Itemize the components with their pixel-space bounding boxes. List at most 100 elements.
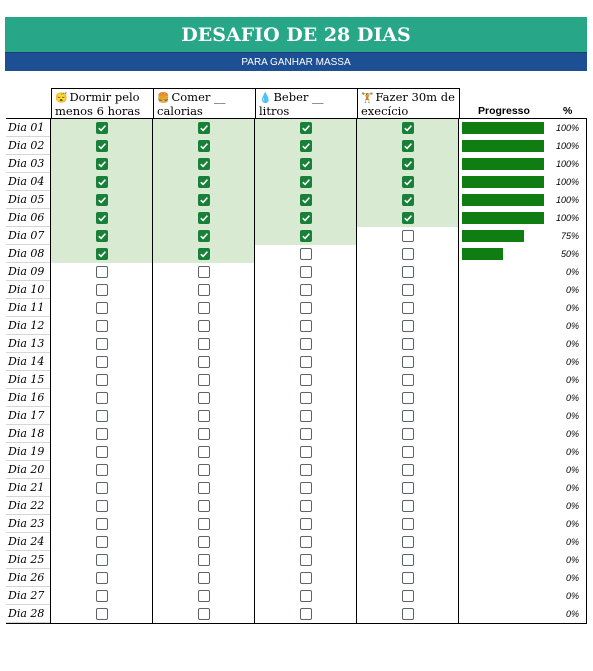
checkbox-unchecked[interactable] <box>198 464 210 476</box>
checkbox-checked[interactable] <box>96 140 108 152</box>
checkbox-checked[interactable] <box>198 122 210 134</box>
checkbox-unchecked[interactable] <box>300 302 312 314</box>
checkbox-unchecked[interactable] <box>402 392 414 404</box>
checkbox-unchecked[interactable] <box>402 230 414 242</box>
checkbox-unchecked[interactable] <box>300 356 312 368</box>
checkbox-unchecked[interactable] <box>96 500 108 512</box>
checkbox-unchecked[interactable] <box>300 518 312 530</box>
checkbox-unchecked[interactable] <box>402 266 414 278</box>
checkbox-unchecked[interactable] <box>300 320 312 332</box>
checkbox-unchecked[interactable] <box>198 518 210 530</box>
checkbox-unchecked[interactable] <box>198 302 210 314</box>
checkbox-checked[interactable] <box>300 230 312 242</box>
checkbox-checked[interactable] <box>402 212 414 224</box>
checkbox-unchecked[interactable] <box>402 572 414 584</box>
checkbox-unchecked[interactable] <box>402 554 414 566</box>
checkbox-unchecked[interactable] <box>198 428 210 440</box>
checkbox-checked[interactable] <box>198 140 210 152</box>
checkbox-unchecked[interactable] <box>96 518 108 530</box>
checkbox-unchecked[interactable] <box>402 590 414 602</box>
checkbox-checked[interactable] <box>402 176 414 188</box>
checkbox-unchecked[interactable] <box>402 302 414 314</box>
checkbox-unchecked[interactable] <box>198 266 210 278</box>
checkbox-unchecked[interactable] <box>96 410 108 422</box>
checkbox-unchecked[interactable] <box>198 554 210 566</box>
checkbox-unchecked[interactable] <box>300 338 312 350</box>
checkbox-checked[interactable] <box>198 248 210 260</box>
checkbox-unchecked[interactable] <box>96 608 108 620</box>
checkbox-unchecked[interactable] <box>402 356 414 368</box>
checkbox-unchecked[interactable] <box>402 518 414 530</box>
checkbox-unchecked[interactable] <box>402 500 414 512</box>
checkbox-unchecked[interactable] <box>198 482 210 494</box>
checkbox-unchecked[interactable] <box>300 410 312 422</box>
checkbox-unchecked[interactable] <box>96 446 108 458</box>
checkbox-checked[interactable] <box>300 176 312 188</box>
checkbox-checked[interactable] <box>96 248 108 260</box>
checkbox-unchecked[interactable] <box>402 608 414 620</box>
checkbox-unchecked[interactable] <box>402 410 414 422</box>
checkbox-unchecked[interactable] <box>300 608 312 620</box>
checkbox-unchecked[interactable] <box>300 590 312 602</box>
checkbox-unchecked[interactable] <box>96 356 108 368</box>
checkbox-unchecked[interactable] <box>198 446 210 458</box>
checkbox-checked[interactable] <box>96 158 108 170</box>
checkbox-checked[interactable] <box>198 194 210 206</box>
checkbox-unchecked[interactable] <box>402 446 414 458</box>
checkbox-unchecked[interactable] <box>198 572 210 584</box>
checkbox-unchecked[interactable] <box>96 590 108 602</box>
checkbox-checked[interactable] <box>402 158 414 170</box>
checkbox-unchecked[interactable] <box>198 608 210 620</box>
checkbox-checked[interactable] <box>198 158 210 170</box>
checkbox-checked[interactable] <box>300 212 312 224</box>
checkbox-unchecked[interactable] <box>300 482 312 494</box>
checkbox-unchecked[interactable] <box>198 536 210 548</box>
checkbox-unchecked[interactable] <box>96 482 108 494</box>
checkbox-checked[interactable] <box>96 230 108 242</box>
checkbox-checked[interactable] <box>402 140 414 152</box>
checkbox-unchecked[interactable] <box>198 320 210 332</box>
checkbox-checked[interactable] <box>198 212 210 224</box>
checkbox-unchecked[interactable] <box>300 446 312 458</box>
checkbox-unchecked[interactable] <box>402 464 414 476</box>
checkbox-unchecked[interactable] <box>300 554 312 566</box>
checkbox-unchecked[interactable] <box>96 374 108 386</box>
checkbox-unchecked[interactable] <box>300 284 312 296</box>
checkbox-unchecked[interactable] <box>198 338 210 350</box>
checkbox-unchecked[interactable] <box>300 374 312 386</box>
checkbox-unchecked[interactable] <box>300 392 312 404</box>
checkbox-unchecked[interactable] <box>300 500 312 512</box>
checkbox-checked[interactable] <box>300 140 312 152</box>
checkbox-unchecked[interactable] <box>96 554 108 566</box>
checkbox-unchecked[interactable] <box>96 572 108 584</box>
checkbox-unchecked[interactable] <box>300 536 312 548</box>
checkbox-unchecked[interactable] <box>96 302 108 314</box>
checkbox-unchecked[interactable] <box>198 374 210 386</box>
checkbox-unchecked[interactable] <box>402 374 414 386</box>
checkbox-unchecked[interactable] <box>198 410 210 422</box>
checkbox-unchecked[interactable] <box>402 428 414 440</box>
checkbox-unchecked[interactable] <box>402 248 414 260</box>
checkbox-checked[interactable] <box>300 122 312 134</box>
checkbox-unchecked[interactable] <box>198 500 210 512</box>
checkbox-checked[interactable] <box>402 122 414 134</box>
checkbox-checked[interactable] <box>96 176 108 188</box>
checkbox-unchecked[interactable] <box>402 284 414 296</box>
checkbox-unchecked[interactable] <box>96 392 108 404</box>
checkbox-checked[interactable] <box>96 122 108 134</box>
checkbox-checked[interactable] <box>198 176 210 188</box>
checkbox-unchecked[interactable] <box>96 284 108 296</box>
checkbox-unchecked[interactable] <box>402 482 414 494</box>
checkbox-checked[interactable] <box>402 194 414 206</box>
checkbox-unchecked[interactable] <box>96 536 108 548</box>
checkbox-unchecked[interactable] <box>402 338 414 350</box>
checkbox-unchecked[interactable] <box>198 590 210 602</box>
checkbox-unchecked[interactable] <box>96 338 108 350</box>
checkbox-unchecked[interactable] <box>96 266 108 278</box>
checkbox-unchecked[interactable] <box>198 284 210 296</box>
checkbox-unchecked[interactable] <box>96 464 108 476</box>
checkbox-unchecked[interactable] <box>300 428 312 440</box>
checkbox-checked[interactable] <box>198 230 210 242</box>
checkbox-checked[interactable] <box>96 194 108 206</box>
checkbox-unchecked[interactable] <box>300 266 312 278</box>
